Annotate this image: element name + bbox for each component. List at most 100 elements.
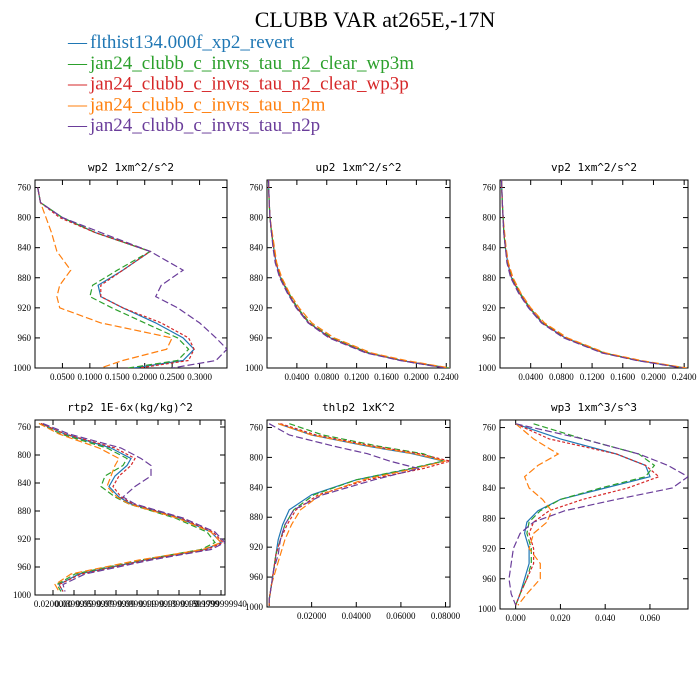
panel-title: rtp2 1E-6x(kg/kg)^2 — [67, 401, 193, 414]
series-line — [38, 422, 216, 592]
legend-item: — jan24_clubb_c_invrs_tau_n2_clear_wp3p — [67, 74, 409, 95]
series-line — [37, 187, 173, 368]
series-line — [515, 423, 661, 606]
y-tick-label: 840 — [483, 243, 497, 253]
x-tick-label: 0.0799999 — [97, 599, 136, 609]
x-tick-label: 0.1600 — [374, 372, 399, 382]
series-line — [37, 187, 195, 368]
x-tick-label: 0.02000 — [297, 611, 327, 621]
panel-4: thlp2 1xK^2 760 800 840 880 920 960 1000 0.02000… — [245, 401, 461, 621]
legend: — flthist134.000f_xp2_revert — jan24_clu… — [67, 32, 414, 136]
y-tick-label: 960 — [483, 574, 497, 584]
x-tick-label: 0.1799999940 — [195, 599, 247, 609]
legend-item: — jan24_clubb_c_invrs_tau_n2_clear_wp3m — [67, 53, 414, 74]
x-tick-label: 0.0599999 — [76, 599, 115, 609]
panel-title: vp2 1xm^2/s^2 — [551, 161, 637, 174]
series-line — [500, 180, 683, 368]
y-tick-label: 1000 — [245, 602, 264, 612]
panel-0: wp2 1xm^2/s^2 760 800 840 880 920 960 1000 0.050… — [13, 161, 228, 382]
panel-title: thlp2 1xK^2 — [322, 401, 395, 414]
series-line — [267, 180, 447, 368]
legend-item: — flthist134.000f_xp2_revert — [67, 32, 295, 53]
x-tick-label: 0.0400 — [285, 372, 310, 382]
y-tick-label: 800 — [250, 213, 264, 223]
x-tick-label: 0.000 — [506, 613, 527, 623]
panel-title: wp2 1xm^2/s^2 — [88, 161, 174, 174]
y-tick-label: 1000 — [13, 363, 32, 373]
x-tick-label: 0.04000 — [342, 611, 372, 621]
series-line — [515, 423, 560, 606]
panel-5: wp3 1xm^3/s^3 760 800 840 880 920 960 1000 0.000… — [478, 401, 689, 623]
panel-2: vp2 1xm^2/s^2 760 800 840 880 920 960 1000 0.040… — [478, 161, 697, 382]
legend-dash-3: — — [67, 94, 88, 115]
y-tick-label: 920 — [18, 303, 32, 313]
y-tick-label: 880 — [18, 273, 32, 283]
figure-title: CLUBB VAR at265E,-17N — [255, 7, 496, 32]
x-tick-label: 0.0200000 — [34, 599, 73, 609]
legend-label-3: jan24_clubb_c_invrs_tau_n2m — [89, 94, 326, 115]
series-line — [500, 180, 685, 368]
y-tick-label: 920 — [18, 534, 32, 544]
x-tick-label: 0.1000 — [77, 372, 102, 382]
x-tick-label: 0.2000 — [132, 372, 157, 382]
panels: wp2 1xm^2/s^2 760 800 840 880 920 960 1000 0.050… — [13, 161, 697, 623]
legend-label-0: flthist134.000f_xp2_revert — [90, 32, 295, 53]
y-tick-label: 760 — [250, 183, 264, 193]
y-tick-label: 880 — [483, 513, 497, 523]
plot-frame — [266, 179, 451, 369]
x-tick-label: 0.1199999 — [139, 599, 177, 609]
plot-frame — [266, 419, 451, 608]
y-tick-label: 760 — [483, 423, 497, 433]
series-group — [267, 180, 450, 368]
x-tick-label: 0.08000 — [431, 611, 461, 621]
x-tick-label: 0.020 — [550, 613, 571, 623]
y-tick-label: 840 — [250, 243, 264, 253]
x-tick-label: 0.2400 — [672, 372, 697, 382]
series-line — [500, 180, 685, 368]
y-tick-label: 880 — [18, 506, 32, 516]
x-tick-label: 0.06000 — [386, 611, 416, 621]
series-line — [500, 180, 687, 368]
y-tick-label: 920 — [483, 303, 497, 313]
series-line — [267, 180, 447, 368]
legend-label-1: jan24_clubb_c_invrs_tau_n2_clear_wp3m — [89, 53, 414, 74]
legend-item: — jan24_clubb_c_invrs_tau_n2p — [67, 115, 320, 136]
y-tick-label: 760 — [18, 422, 32, 432]
legend-label-2: jan24_clubb_c_invrs_tau_n2_clear_wp3p — [89, 74, 409, 95]
x-tick-label: 0.0800 — [549, 372, 574, 382]
legend-dash-2: — — [67, 74, 88, 95]
y-tick-label: 760 — [250, 422, 264, 432]
series-line — [42, 422, 225, 592]
x-tick-label: 0.1399999 — [160, 599, 199, 609]
legend-item: — jan24_clubb_c_invrs_tau_n2m — [67, 94, 326, 115]
x-tick-label: 0.0999999 — [118, 599, 157, 609]
plot-frame — [34, 179, 228, 369]
y-tick-label: 760 — [483, 183, 497, 193]
x-tick-label: 0.1600 — [610, 372, 635, 382]
series-group — [268, 423, 450, 607]
x-tick-label: 0.2000 — [404, 372, 429, 382]
x-tick-label: 0.040 — [595, 613, 616, 623]
legend-label-4: jan24_clubb_c_invrs_tau_n2p — [89, 115, 320, 136]
panel-title: up2 1xm^2/s^2 — [315, 161, 401, 174]
y-tick-label: 800 — [18, 213, 32, 223]
series-line — [37, 187, 227, 368]
series-line — [267, 180, 445, 368]
x-tick-label: 0.1200 — [344, 372, 369, 382]
panel-title: wp3 1xm^3/s^3 — [551, 401, 637, 414]
series-group — [508, 423, 688, 606]
x-tick-label: 0.0400 — [518, 372, 543, 382]
y-tick-label: 920 — [483, 544, 497, 554]
y-tick-label: 880 — [483, 273, 497, 283]
y-tick-label: 1000 — [245, 363, 264, 373]
x-tick-label: 0.2000 — [641, 372, 666, 382]
series-group — [38, 422, 225, 592]
series-line — [267, 180, 450, 368]
series-line — [40, 422, 225, 592]
y-tick-label: 840 — [18, 243, 32, 253]
series-group — [500, 180, 687, 368]
x-tick-label: 0.0800 — [314, 372, 339, 382]
y-tick-label: 960 — [18, 333, 32, 343]
x-tick-label: 0.0399999 — [55, 599, 94, 609]
